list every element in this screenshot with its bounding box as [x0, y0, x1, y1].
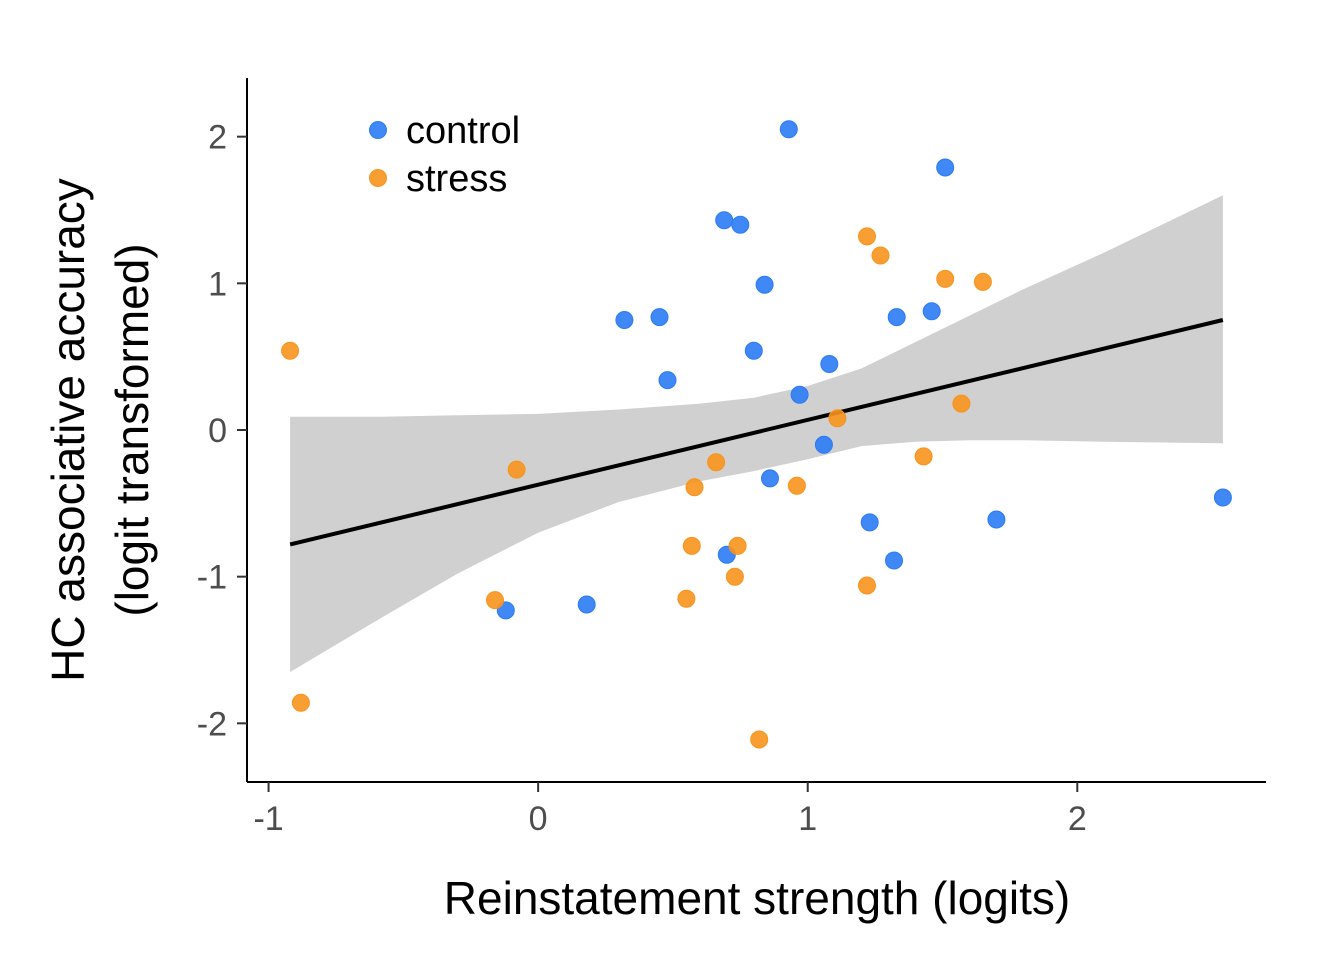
point-control-19	[885, 551, 903, 570]
point-stress-7	[728, 536, 747, 555]
point-stress-10	[750, 730, 769, 749]
point-control-4	[755, 275, 774, 294]
y-tick-label-3: 1	[208, 265, 227, 303]
point-stress-6	[682, 536, 701, 555]
point-control-1	[936, 158, 955, 177]
point-control-3	[731, 215, 750, 234]
point-control-0	[779, 120, 798, 139]
regression-line-group	[289, 318, 1224, 547]
axes: -1 0 1 2 -2 -1 0 1 2	[197, 78, 1266, 838]
y-tick-label-0: -2	[197, 705, 227, 743]
point-control-5	[615, 311, 634, 329]
x-tick-label-1: 0	[529, 800, 548, 838]
point-stress-8	[725, 567, 744, 586]
point-control-9	[744, 341, 763, 360]
point-control-11	[658, 371, 677, 390]
point-control-2	[715, 211, 734, 230]
point-control-10	[820, 355, 839, 373]
point-control-8	[922, 302, 941, 321]
legend: control stress	[369, 110, 520, 200]
point-stress-5	[707, 453, 726, 472]
point-control-15	[860, 513, 879, 532]
point-stress-4	[685, 478, 704, 497]
x-tick-label-0: -1	[253, 800, 283, 838]
point-stress-2	[507, 460, 526, 479]
legend-label-control: control	[406, 110, 520, 152]
point-stress-3	[486, 591, 504, 610]
point-control-13	[814, 435, 833, 454]
point-stress-18	[914, 447, 933, 466]
point-control-17	[1213, 488, 1232, 507]
point-control-7	[887, 308, 906, 327]
regression-line	[289, 318, 1224, 547]
y-axis-title-line1: HC associative accuracy	[42, 178, 94, 682]
point-control-16	[987, 510, 1006, 529]
point-stress-13	[858, 227, 876, 246]
point-stress-12	[828, 409, 847, 428]
point-stress-14	[871, 246, 890, 265]
x-axis-title: Reinstatement strength (logits)	[444, 872, 1070, 924]
data-points	[281, 120, 1232, 749]
y-tick-label-2: 0	[208, 412, 227, 450]
point-control-12	[790, 385, 809, 404]
point-stress-19	[858, 576, 876, 595]
point-stress-15	[936, 269, 955, 288]
x-tick-label-3: 2	[1068, 800, 1087, 838]
y-tick-label-4: 2	[208, 119, 227, 157]
point-control-6	[650, 308, 669, 327]
point-stress-16	[973, 272, 992, 291]
legend-label-stress: stress	[406, 158, 507, 200]
y-axis-title-line2: (logit transformed)	[106, 243, 158, 616]
point-stress-9	[677, 589, 696, 608]
legend-key-control	[369, 121, 387, 139]
point-stress-1	[291, 693, 310, 712]
point-control-14	[761, 469, 779, 488]
point-stress-11	[787, 476, 806, 495]
x-tick-label-2: 1	[798, 800, 817, 838]
y-tick-label-1: -1	[197, 559, 227, 597]
point-stress-0	[281, 341, 300, 360]
point-stress-17	[952, 394, 971, 413]
point-control-20	[577, 595, 596, 614]
legend-key-stress	[369, 169, 387, 187]
